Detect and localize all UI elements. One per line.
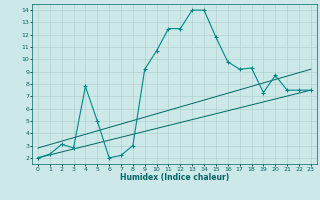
X-axis label: Humidex (Indice chaleur): Humidex (Indice chaleur) xyxy=(120,173,229,182)
